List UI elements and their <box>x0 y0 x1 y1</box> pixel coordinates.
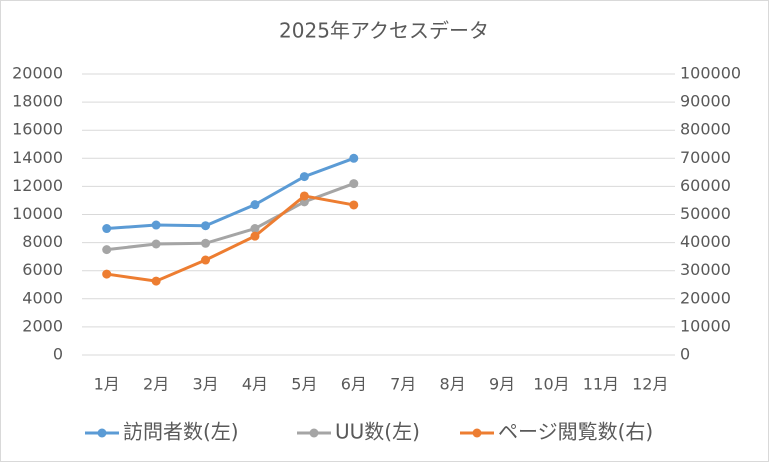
x-tick-label: 7月 <box>390 375 416 394</box>
x-tick-label: 3月 <box>192 375 218 394</box>
point <box>151 276 161 286</box>
point <box>349 200 359 210</box>
y-tick-label: 8000 <box>22 232 63 251</box>
legend-marker <box>309 428 319 438</box>
point <box>349 153 359 163</box>
point <box>201 255 211 265</box>
point <box>102 269 112 279</box>
x-tick-label: 6月 <box>341 375 367 394</box>
point <box>250 231 260 241</box>
legend-label: UU数(左) <box>335 420 420 444</box>
y-tick-label: 4000 <box>22 288 63 307</box>
y-tick-label: 6000 <box>22 260 63 279</box>
legend-marker <box>97 428 107 438</box>
legend-label: ページ閲覧数(右) <box>498 420 653 444</box>
point <box>349 179 359 189</box>
legend-label: 訪問者数(左) <box>123 420 239 444</box>
legend-marker <box>472 428 482 438</box>
y2-tick-label: 60000 <box>680 176 731 195</box>
y-tick-label: 14000 <box>12 148 63 167</box>
point <box>102 245 112 255</box>
x-tick-label: 2月 <box>143 375 169 394</box>
y2-tick-label: 20000 <box>680 288 731 307</box>
point <box>250 224 260 234</box>
chart-title: 2025年アクセスデータ <box>279 19 489 43</box>
y-tick-label: 18000 <box>12 92 63 111</box>
y2-tick-label: 80000 <box>680 120 731 139</box>
y-tick-label: 2000 <box>22 316 63 335</box>
x-tick-label: 12月 <box>632 375 668 394</box>
x-tick-label: 11月 <box>583 375 619 394</box>
x-tick-label: 1月 <box>94 375 120 394</box>
y-tick-label: 0 <box>53 345 63 364</box>
point <box>201 238 211 248</box>
y2-tick-label: 10000 <box>680 316 731 335</box>
point <box>102 224 112 234</box>
point <box>151 239 161 249</box>
y-tick-label: 12000 <box>12 176 63 195</box>
x-tick-label: 9月 <box>489 375 515 394</box>
x-tick-label: 10月 <box>533 375 569 394</box>
y2-tick-label: 0 <box>680 345 690 364</box>
point <box>299 172 309 182</box>
y-tick-label: 10000 <box>12 204 63 223</box>
point <box>299 191 309 201</box>
point <box>201 221 211 231</box>
x-tick-label: 5月 <box>291 375 317 394</box>
y2-tick-label: 40000 <box>680 232 731 251</box>
y-tick-label: 16000 <box>12 120 63 139</box>
y-tick-label: 20000 <box>12 64 63 83</box>
point <box>151 220 161 230</box>
series-line <box>106 194 355 283</box>
series-line <box>106 156 355 231</box>
x-tick-label: 8月 <box>440 375 466 394</box>
y2-tick-label: 50000 <box>680 204 731 223</box>
y2-tick-label: 90000 <box>680 92 731 111</box>
x-tick-label: 4月 <box>242 375 268 394</box>
y2-tick-label: 30000 <box>680 260 731 279</box>
y2-tick-label: 100000 <box>680 64 741 83</box>
y2-tick-label: 70000 <box>680 148 731 167</box>
point <box>250 200 260 210</box>
